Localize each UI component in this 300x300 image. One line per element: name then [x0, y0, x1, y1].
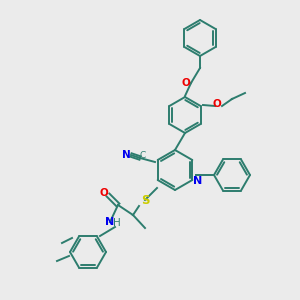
- Text: O: O: [213, 99, 221, 109]
- Text: N: N: [105, 217, 115, 227]
- Text: O: O: [100, 188, 108, 198]
- Text: N: N: [194, 176, 202, 186]
- Text: N: N: [122, 150, 130, 160]
- Text: H: H: [113, 218, 121, 228]
- Text: C: C: [140, 152, 146, 160]
- Text: S: S: [141, 194, 149, 206]
- Text: O: O: [182, 78, 190, 88]
